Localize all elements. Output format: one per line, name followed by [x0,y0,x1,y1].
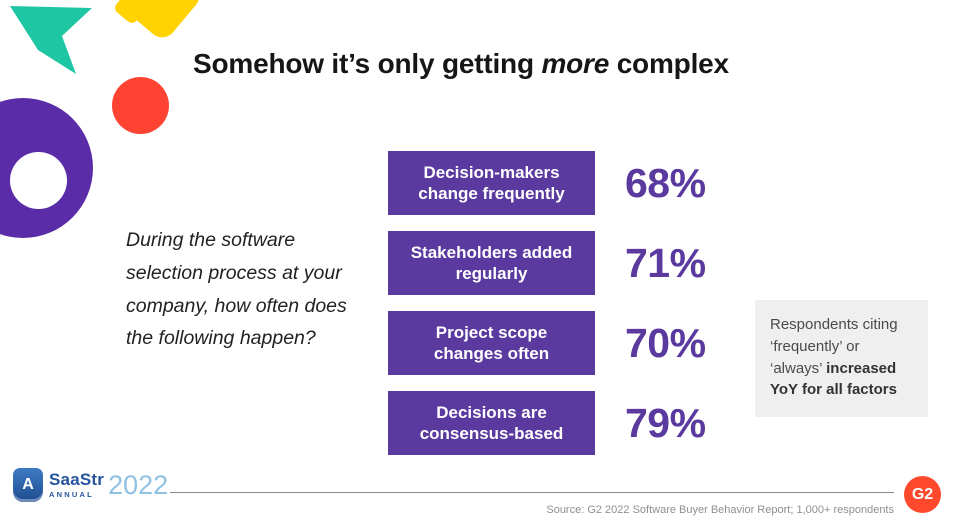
callout-box: Respondents citing ‘frequently’ or ‘alwa… [755,300,928,417]
deco-purple-donut-icon [0,98,93,238]
chart-row: Stakeholders added regularly 71% [388,231,706,295]
title-emphasis: more [541,48,610,79]
chart-row: Project scope changes often 70% [388,311,706,375]
bar-chart: Decision-makers change frequently 68% St… [388,151,706,471]
saastr-year: 2022 [108,469,169,500]
bar-value: 68% [625,159,706,206]
deco-yellow-square-small-icon [112,0,150,26]
callout-text-bold: increased YoY for all factors [770,359,897,399]
saastr-logo-text: SaaStr ANNUAL [49,471,104,499]
bar-label: Decision-makers change frequently [388,151,595,215]
deco-yellow-square-icon [114,0,206,44]
g2-logo-icon: G2 [904,476,941,513]
page-title: Somehow it’s only getting more complex [193,48,729,80]
saastr-shield-icon: A [13,468,43,502]
source-text: Source: G2 2022 Software Buyer Behavior … [546,504,894,516]
deco-red-circle-icon [112,77,169,134]
bar-value: 70% [625,319,706,366]
callout-text: Respondents citing ‘frequently’ or ‘alwa… [770,316,898,377]
footer-divider [170,492,894,493]
title-part2: complex [609,48,729,79]
bar-label: Decisions are consensus-based [388,391,595,455]
chart-row: Decisions are consensus-based 79% [388,391,706,455]
deco-teal-arrow-icon [10,6,92,74]
bar-value: 79% [625,399,706,446]
title-part1: Somehow it’s only getting [193,48,542,79]
bar-label: Project scope changes often [388,311,595,375]
chart-row: Decision-makers change frequently 68% [388,151,706,215]
bar-label: Stakeholders added regularly [388,231,595,295]
saastr-name: SaaStr [49,470,105,490]
bar-value: 71% [625,239,706,286]
question-text: During the software selection process at… [126,229,347,350]
deco-purple-donut-hole [10,152,67,209]
saastr-logo: A SaaStr ANNUAL 2022 [13,468,168,502]
saastr-annual: ANNUAL [49,490,94,500]
